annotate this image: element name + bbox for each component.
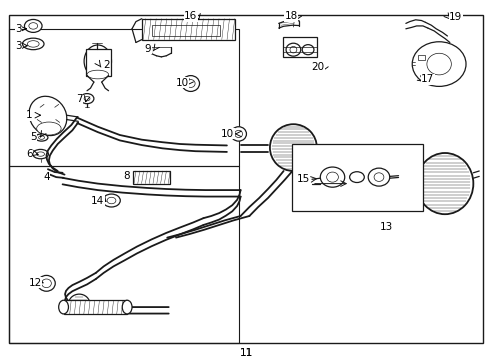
Bar (151, 25, 220, 36)
Text: 14: 14 (91, 195, 104, 206)
Ellipse shape (107, 197, 116, 204)
Bar (85, 49, 111, 76)
Ellipse shape (416, 153, 472, 214)
Ellipse shape (37, 122, 61, 135)
Text: 15: 15 (296, 174, 309, 184)
Ellipse shape (35, 134, 48, 141)
Bar (63, 300, 127, 314)
Bar (9, 166, 238, 343)
Bar (292, 144, 422, 211)
Ellipse shape (285, 43, 300, 56)
Ellipse shape (37, 152, 44, 156)
Ellipse shape (102, 194, 120, 207)
Text: 11: 11 (239, 348, 252, 358)
Ellipse shape (41, 279, 51, 288)
Ellipse shape (59, 300, 68, 314)
Bar (9, 29, 238, 166)
Bar (282, 37, 316, 57)
Text: 11: 11 (239, 348, 252, 358)
Text: 3: 3 (15, 24, 22, 34)
Ellipse shape (68, 294, 90, 314)
Ellipse shape (373, 173, 383, 181)
Text: 1: 1 (26, 110, 33, 120)
Ellipse shape (84, 45, 111, 77)
Ellipse shape (289, 46, 296, 53)
Ellipse shape (326, 172, 338, 182)
Bar (133, 171, 169, 184)
Text: 9: 9 (144, 44, 151, 54)
Ellipse shape (22, 38, 44, 50)
Text: 6: 6 (26, 149, 33, 159)
Ellipse shape (122, 300, 132, 314)
Text: 5: 5 (30, 132, 37, 142)
Text: 13: 13 (379, 222, 392, 232)
Ellipse shape (426, 53, 450, 75)
Ellipse shape (27, 41, 39, 47)
Text: 4: 4 (43, 172, 50, 182)
Text: 2: 2 (103, 60, 110, 70)
Ellipse shape (367, 168, 389, 186)
Text: 17: 17 (420, 74, 434, 84)
Ellipse shape (29, 23, 38, 29)
Text: 12: 12 (28, 278, 42, 288)
Bar (417, 55, 425, 60)
Ellipse shape (411, 42, 465, 86)
Text: 10: 10 (221, 129, 234, 139)
Text: 19: 19 (448, 12, 462, 22)
Ellipse shape (39, 136, 44, 139)
Ellipse shape (87, 70, 108, 79)
Ellipse shape (234, 130, 242, 138)
Ellipse shape (29, 96, 67, 136)
Ellipse shape (38, 275, 55, 291)
Ellipse shape (230, 127, 246, 141)
Ellipse shape (186, 80, 195, 87)
Ellipse shape (24, 19, 42, 32)
Ellipse shape (84, 96, 90, 101)
Text: 3: 3 (15, 41, 22, 51)
Text: 8: 8 (122, 171, 129, 181)
Text: 7: 7 (76, 94, 82, 104)
Text: 10: 10 (175, 78, 188, 88)
Ellipse shape (349, 172, 364, 183)
Bar (142, 19, 234, 40)
Ellipse shape (182, 76, 199, 91)
Ellipse shape (33, 149, 48, 159)
Ellipse shape (80, 94, 94, 104)
Text: 20: 20 (311, 62, 324, 72)
Ellipse shape (302, 45, 313, 55)
Ellipse shape (269, 124, 316, 171)
Text: 18: 18 (284, 11, 297, 21)
Ellipse shape (320, 167, 344, 187)
Text: 16: 16 (183, 11, 197, 21)
